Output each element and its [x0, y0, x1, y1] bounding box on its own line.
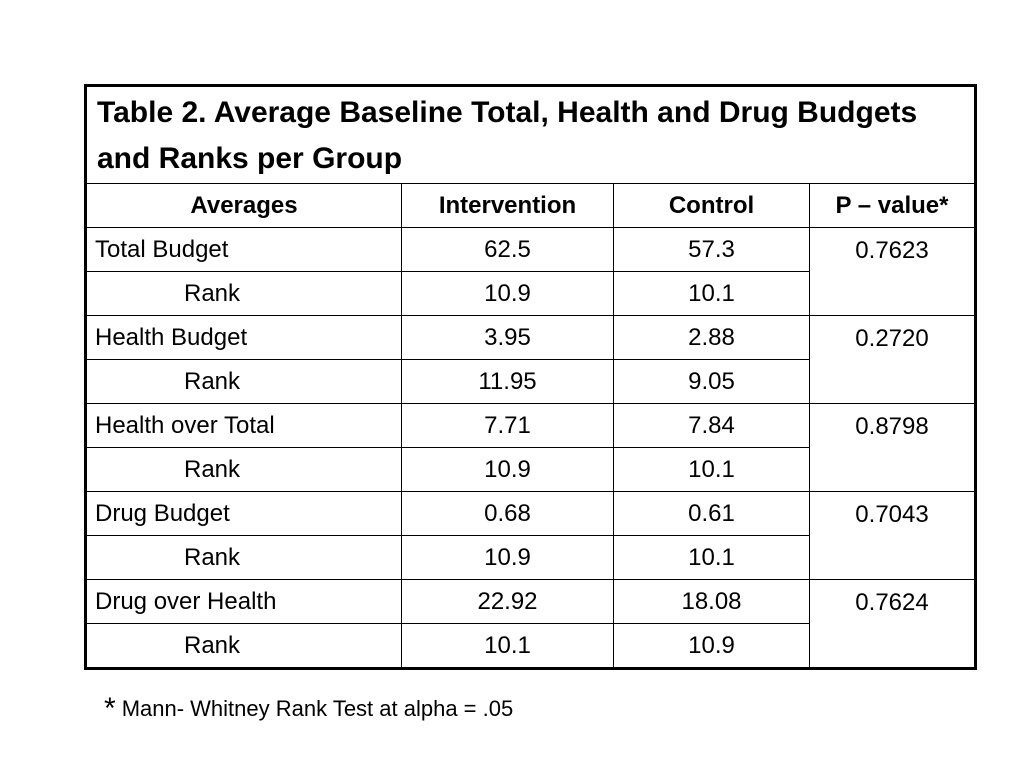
- row-label: Health Budget: [85, 315, 402, 360]
- control-rank: 10.1: [613, 271, 810, 316]
- rank-label: Rank: [85, 359, 402, 404]
- intervention-rank: 10.9: [401, 271, 614, 316]
- table-row: Rank 10.9 10.1: [85, 535, 976, 580]
- intervention-value: 0.68: [401, 491, 614, 536]
- p-value: 0.2720: [808, 315, 977, 404]
- control-value: 0.61: [613, 491, 810, 536]
- header-p-value: P – value*: [808, 183, 977, 228]
- rank-label: Rank: [85, 271, 402, 316]
- table-row: Health Budget 3.95 2.88 0.2720: [85, 315, 977, 404]
- row-label: Drug over Health: [85, 579, 402, 624]
- p-value: 0.7043: [808, 491, 977, 580]
- control-value: 18.08: [613, 579, 810, 624]
- row-label: Drug Budget: [85, 491, 402, 536]
- table-row: Total Budget 62.5 57.3 0.7623: [85, 227, 977, 316]
- p-value: 0.8798: [808, 403, 977, 492]
- intervention-value: 7.71: [401, 403, 614, 448]
- intervention-value: 3.95: [401, 315, 614, 360]
- footnote-text: Mann- Whitney Rank Test at alpha = .05: [121, 696, 514, 721]
- rank-label: Rank: [85, 447, 402, 492]
- intervention-value: 22.92: [401, 579, 614, 624]
- intervention-value: 62.5: [401, 227, 614, 272]
- row-label: Total Budget: [85, 227, 402, 272]
- table-row: Rank 10.9 10.1: [85, 271, 976, 316]
- row-label: Health over Total: [85, 403, 402, 448]
- p-value: 0.7624: [808, 579, 977, 669]
- table-title: Table 2. Average Baseline Total, Health …: [84, 85, 977, 184]
- control-value: 7.84: [613, 403, 810, 448]
- intervention-rank: 10.9: [401, 535, 614, 580]
- intervention-rank: 11.95: [401, 359, 614, 404]
- table-title-row: Table 2. Average Baseline Total, Health …: [84, 85, 977, 184]
- p-value: 0.7623: [808, 227, 977, 316]
- table-row: Health over Total 7.71 7.84 0.8798: [85, 403, 977, 492]
- footnote: * Mann- Whitney Rank Test at alpha = .05: [104, 690, 514, 725]
- intervention-rank: 10.1: [401, 623, 614, 669]
- control-rank: 10.1: [613, 447, 810, 492]
- header-intervention: Intervention: [401, 183, 614, 228]
- control-value: 2.88: [613, 315, 810, 360]
- table-row: Rank 10.1 10.9: [85, 623, 976, 669]
- control-value: 57.3: [613, 227, 810, 272]
- header-averages: Averages: [85, 183, 402, 228]
- footnote-marker: *: [104, 692, 116, 725]
- intervention-rank: 10.9: [401, 447, 614, 492]
- budget-ranks-table: Table 2. Average Baseline Total, Health …: [84, 84, 978, 670]
- control-rank: 10.9: [613, 623, 810, 669]
- rank-label: Rank: [85, 623, 402, 669]
- rank-label: Rank: [85, 535, 402, 580]
- control-rank: 9.05: [613, 359, 810, 404]
- table-row: Drug over Health 22.92 18.08 0.7624: [85, 579, 977, 669]
- control-rank: 10.1: [613, 535, 810, 580]
- header-control: Control: [613, 183, 810, 228]
- table-header-row: Averages Intervention Control P – value*: [85, 183, 977, 228]
- table-row: Drug Budget 0.68 0.61 0.7043: [85, 491, 977, 580]
